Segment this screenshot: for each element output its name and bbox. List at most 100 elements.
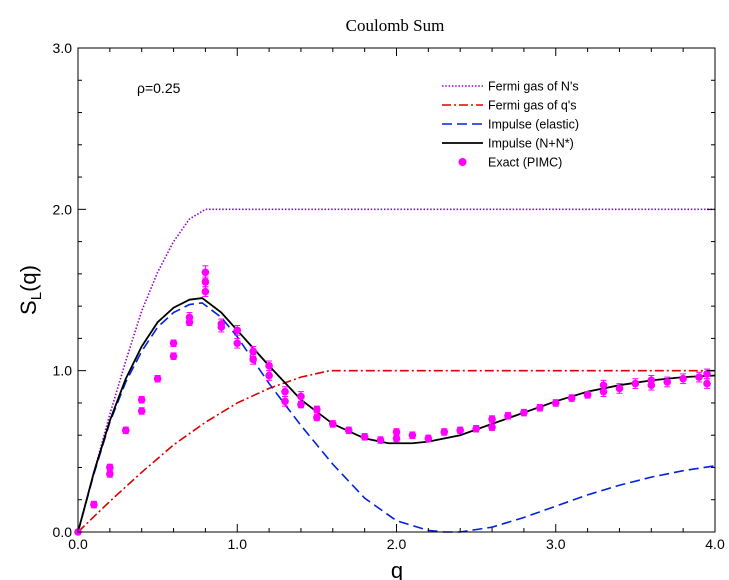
data-point: [249, 354, 257, 365]
data-marker: [392, 428, 401, 436]
y-tick-label: 3.0: [53, 40, 73, 56]
data-marker: [297, 392, 305, 401]
plot-frame: [77, 47, 716, 533]
data-point: [281, 386, 289, 397]
data-point: [201, 286, 210, 297]
data-point: [424, 434, 433, 443]
legend-label: Fermi gas of q's: [488, 99, 577, 113]
data-marker: [265, 371, 273, 380]
data-point: [599, 379, 608, 391]
data-marker: [153, 374, 162, 383]
y-tick-label: 1.0: [53, 363, 73, 379]
data-marker: [217, 323, 226, 331]
data-point: [520, 408, 528, 417]
data-point: [567, 394, 576, 402]
data-marker: [663, 378, 672, 386]
data-marker: [233, 339, 242, 348]
legend-item-exact-pimc: Exact (PIMC): [458, 156, 562, 170]
x-tick-label: 0.0: [68, 536, 88, 552]
data-marker: [201, 268, 210, 277]
data-point: [456, 426, 465, 435]
data-marker: [137, 395, 146, 404]
data-point: [631, 378, 640, 389]
data-marker: [520, 408, 528, 417]
data-marker: [408, 431, 417, 440]
data-point: [695, 371, 703, 383]
data-point: [90, 500, 98, 509]
data-point: [153, 374, 162, 383]
legend-item-fermi-gas-of-q-s: Fermi gas of q's: [442, 99, 577, 113]
data-point: [703, 378, 711, 389]
data-point: [344, 426, 353, 435]
data-marker: [121, 426, 130, 435]
data-point: [106, 463, 114, 472]
y-tick-label: 0.0: [53, 524, 73, 540]
data-point: [313, 405, 321, 414]
data-point: [217, 321, 226, 333]
data-marker: [599, 381, 608, 389]
data-marker: [233, 326, 242, 335]
data-point: [233, 337, 242, 349]
data-marker: [536, 403, 544, 412]
data-point: [663, 376, 672, 388]
y-axis-label-tail: (q): [16, 265, 41, 292]
legend-label: Impulse (elastic): [488, 118, 579, 132]
data-point: [488, 415, 496, 423]
data-point: [137, 395, 146, 404]
data-marker: [249, 355, 257, 364]
data-point: [297, 391, 305, 402]
data-marker: [201, 278, 210, 286]
data-marker: [106, 463, 114, 472]
data-point: [647, 379, 656, 391]
data-marker: [488, 415, 496, 423]
data-point: [329, 420, 337, 428]
data-marker: [695, 373, 703, 381]
data-marker: [703, 370, 711, 378]
x-tick-label: 3.0: [546, 536, 566, 552]
data-point: [392, 428, 401, 436]
legend-item-fermi-gas-of-n-s: Fermi gas of N's: [442, 80, 579, 94]
data-point: [313, 413, 321, 422]
data-marker: [551, 399, 560, 407]
data-point: [536, 403, 544, 412]
data-marker: [456, 426, 465, 435]
data-point: [265, 360, 273, 372]
legend-label: Exact (PIMC): [488, 156, 562, 170]
data-marker: [169, 352, 178, 360]
data-marker: [488, 423, 496, 431]
data-marker: [344, 426, 353, 435]
data-marker: [313, 413, 321, 422]
series-impulse-elastic: [77, 302, 716, 533]
y-tick-label: 2.0: [53, 201, 73, 217]
data-marker: [201, 287, 210, 296]
data-marker: [281, 387, 289, 396]
legend: Fermi gas of N's Fermi gas of q's Impulse …: [442, 80, 579, 170]
plot-area: [74, 208, 716, 536]
y-axis-label: SL(q): [16, 265, 45, 315]
series-fermi-gas-of-n-s: [77, 208, 715, 533]
data-point: [137, 407, 146, 415]
y-axis-label-main: S: [16, 300, 41, 315]
density-annotation: ρ=0.25: [137, 80, 181, 96]
y-axis-label-subscript: L: [28, 292, 45, 300]
data-marker: [169, 339, 178, 348]
data-point: [488, 423, 496, 431]
data-marker: [567, 394, 576, 402]
legend-marker: [458, 158, 467, 166]
data-marker: [329, 420, 337, 428]
x-tick-label: 1.0: [228, 536, 248, 552]
data-point: [281, 395, 289, 407]
data-marker: [472, 424, 480, 433]
data-marker: [679, 374, 687, 383]
series-fermi-gas-of-q-s: [77, 369, 715, 533]
data-point: [615, 383, 624, 394]
data-marker: [376, 436, 385, 444]
data-point: [679, 373, 687, 385]
data-marker: [631, 379, 640, 388]
x-tick-label: 4.0: [705, 536, 725, 552]
data-marker: [703, 379, 711, 388]
data-point: [551, 399, 560, 407]
data-point: [472, 424, 480, 433]
axis-ticks: 0.0 1.0 2.0 3.0 4.0 0.0 1.0 2.0 3.0: [53, 40, 725, 552]
